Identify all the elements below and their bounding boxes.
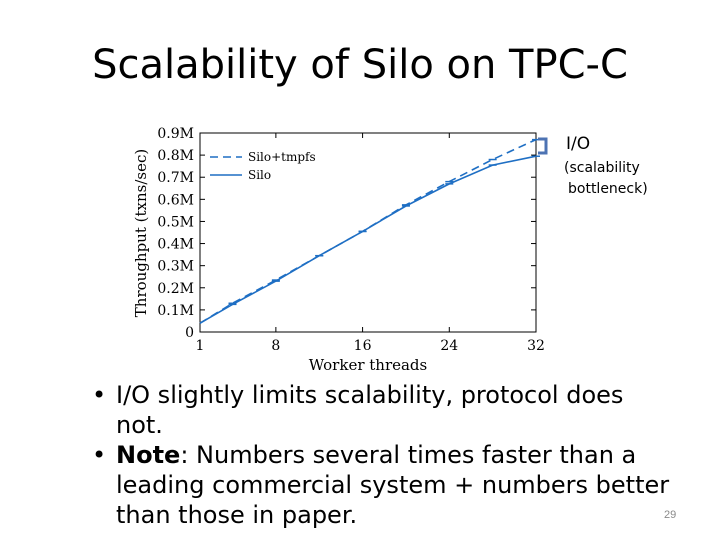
x-tick-label: 8 [271,338,280,354]
bullet-bold: Note [116,441,181,469]
bullet-dot: • [92,381,107,409]
y-tick-label: 0.3M [157,259,194,275]
y-tick-label: 0.4M [157,237,194,253]
y-tick-label: 0.6M [157,192,194,208]
throughput-chart: 0 0.1M 0.2M 0.3M 0.4M 0.5M 0.6M 0.7M 0.8M 0.9M 1 8 1… [132,126,548,374]
chart-ticks: 0 0.1M 0.2M 0.3M 0.4M 0.5M 0.6M 0.7M 0.8M 0.9M 1 8 1… [157,126,545,354]
bullet-text: I/O slightly limits scalability, protoco… [116,381,624,439]
x-tick-label: 16 [354,338,372,354]
x-axis-label: Worker threads [309,356,427,374]
chart-series [199,138,540,324]
y-tick-label: 0.7M [157,170,194,186]
y-tick-label: 0.1M [157,303,194,319]
annotation-bottleneck: bottleneck) [568,181,648,197]
x-tick-label: 1 [196,338,205,354]
y-tick-label: 0.2M [157,281,194,297]
bullet-text: than those in paper. [116,501,358,529]
chart-axes [199,132,537,333]
y-axis-label: Throughput (txns/sec) [132,149,150,317]
y-tick-label: 0.5M [157,214,194,230]
y-tick-label: 0.9M [157,126,194,142]
bullet-line: • Note: Numbers several times faster than… [92,440,676,470]
legend-label: Silo+tmpfs [248,150,316,164]
y-tick-label: 0.8M [157,148,194,164]
bullet-text: : Numbers several times faster than a [180,441,637,469]
chart-legend: Silo+tmpfs Silo [210,150,316,182]
legend-label: Silo [248,168,271,182]
plot-frame [199,132,537,333]
bullet-text: leading commercial system + numbers bett… [116,471,670,499]
page-number: 29 [664,509,677,521]
bullet-line: leading commercial system + numbers bett… [116,470,676,500]
x-tick-label: 24 [440,338,458,354]
annotation-scalability: (scalability [564,160,640,176]
bullet-line: • I/O slightly limits scalability, protoc… [92,380,676,440]
bullet-dot: • [92,441,107,469]
y-tick-label: 0 [185,325,194,341]
bullet-list: • I/O slightly limits scalability, protoc… [92,380,676,530]
slide-title: Scalability of Silo on TPC-C [92,42,628,88]
annotation-io: I/O [566,134,591,154]
annotation-bracket [538,137,548,155]
bullet-line: than those in paper. [116,500,676,530]
x-tick-label: 32 [527,338,545,354]
